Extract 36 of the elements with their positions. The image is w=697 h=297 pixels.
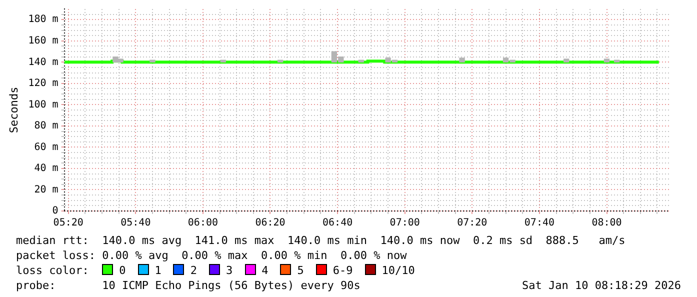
bar <box>358 60 364 62</box>
x-tick-label: 05:20 <box>53 218 84 229</box>
y-tick-label: 160 m <box>28 35 58 46</box>
x-tick-label: 06:20 <box>255 218 286 229</box>
y-axis-title: Seconds <box>7 86 20 134</box>
x-tick-label: 07:20 <box>457 218 488 229</box>
legend-label: 10/10 <box>382 264 415 277</box>
text: median rtt: 140.0 ms avg 141.0 ms max 140.0 ms min 140.0 ms now 0.2 ms sd 888.5 am/s <box>16 234 626 248</box>
y-tick-label: 140 m <box>28 56 58 68</box>
x-tick-label: 08:00 <box>592 218 622 229</box>
bar <box>614 60 620 62</box>
legend-label: 0 <box>119 264 126 277</box>
y-tick-label: 40 m <box>34 163 58 174</box>
x-tick-label: 05:40 <box>120 218 151 229</box>
x-tick-label: 07:40 <box>524 218 555 229</box>
x-tick-label: 06:00 <box>188 218 218 229</box>
y-tick-label: 100 m <box>28 99 58 110</box>
legend-label: 1 <box>154 264 162 277</box>
y-tick-label: 20 m <box>34 184 58 196</box>
text: Sat Jan 10 08:18:29 2026 <box>522 279 681 293</box>
y-tick-label: 60 m <box>34 142 58 153</box>
y-tick-label: 120 m <box>28 78 58 90</box>
x-tick-label: 06:40 <box>322 218 353 229</box>
legend-title: loss color: <box>16 264 90 277</box>
legend-label: 2 <box>190 264 197 277</box>
text: probe: 10 ICMP Echo Pings (56 Bytes) every 90s <box>16 279 360 293</box>
text: packet loss: 0.00 % avg 0.00 % max 0.00 % min 0.00 % now <box>16 249 407 263</box>
x-tick-label: 07:00 <box>390 218 420 229</box>
bar <box>278 60 284 62</box>
legend-label: 3 <box>226 264 233 277</box>
legend-label: 6-9 <box>332 264 353 277</box>
legend-label: 5 <box>297 264 304 277</box>
y-tick-label: 180 m <box>28 14 58 26</box>
legend-label: 4 <box>262 264 268 277</box>
y-tick-label: 80 m <box>34 120 58 132</box>
y-tick-label: 0 <box>52 206 58 217</box>
